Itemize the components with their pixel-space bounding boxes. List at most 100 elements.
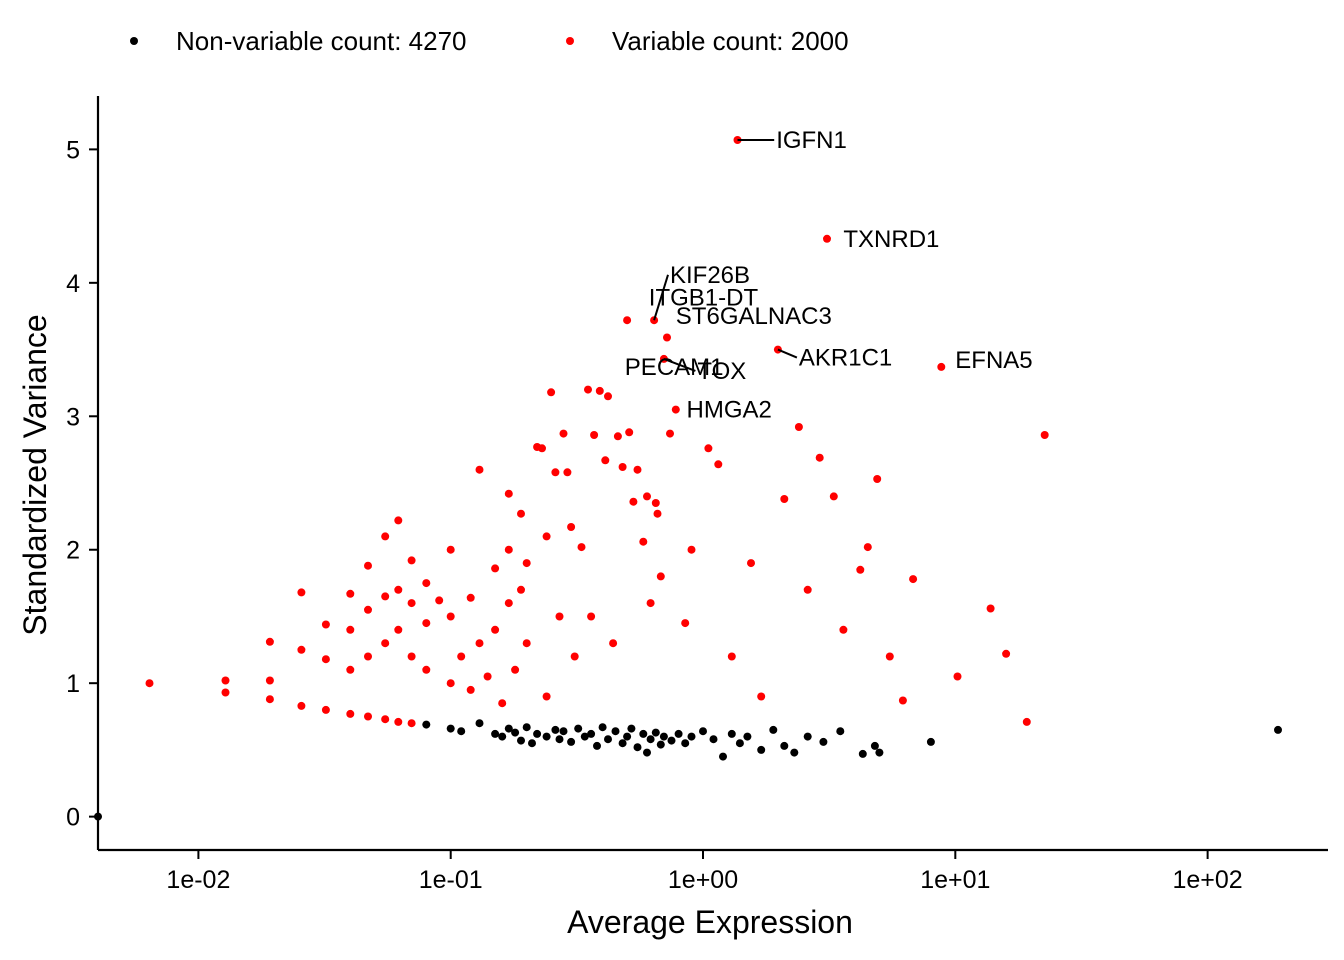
- data-point: [466, 593, 475, 602]
- data-point: [221, 676, 230, 685]
- data-point: [885, 652, 894, 661]
- data-point: [639, 729, 648, 738]
- data-point: [873, 475, 882, 483]
- y-axis-ticks: 0 1 2 3 4 5: [66, 136, 98, 832]
- series-0: [94, 719, 1282, 821]
- data-point: [394, 717, 403, 726]
- data-point: [643, 492, 651, 501]
- data-point: [709, 735, 718, 744]
- data-point: [522, 639, 531, 648]
- data-point: [407, 652, 416, 661]
- data-point: [790, 748, 799, 757]
- data-point: [381, 639, 390, 648]
- data-point: [517, 509, 525, 518]
- data-point: [858, 749, 867, 758]
- gene-label: PECAM1: [625, 354, 724, 381]
- data-point: [364, 652, 372, 661]
- data-point: [937, 362, 946, 371]
- data-point: [604, 735, 612, 744]
- data-point: [618, 463, 627, 471]
- data-point: [446, 679, 455, 688]
- data-point: [407, 599, 416, 608]
- data-point: [559, 727, 568, 736]
- data-point: [504, 489, 513, 498]
- data-point: [839, 625, 848, 634]
- data-point: [794, 423, 803, 431]
- data-point: [491, 729, 500, 738]
- data-point: [559, 429, 568, 438]
- data-point: [659, 732, 668, 741]
- legend-label-variable: Variable count: 2000: [612, 26, 849, 56]
- data-point: [346, 589, 355, 598]
- y-tick-label: 4: [66, 270, 80, 298]
- data-point: [926, 737, 935, 746]
- gene-label: KIF26B: [670, 262, 750, 289]
- data-point: [498, 699, 507, 708]
- data-point: [346, 665, 355, 674]
- data-point: [321, 705, 330, 714]
- data-point: [681, 619, 690, 628]
- gene-label: AKR1C1: [799, 345, 892, 372]
- data-point: [504, 724, 513, 733]
- data-point: [757, 692, 766, 701]
- gene-label: TOX: [697, 358, 746, 385]
- data-point: [297, 588, 306, 597]
- data-point: [221, 688, 230, 697]
- data-point: [446, 724, 455, 733]
- data-point: [769, 725, 778, 734]
- data-point: [953, 672, 962, 681]
- data-point: [491, 625, 500, 634]
- data-point: [681, 739, 690, 748]
- data-point: [656, 740, 665, 749]
- y-tick-label: 3: [66, 403, 80, 431]
- data-point: [528, 739, 536, 748]
- data-point: [819, 737, 828, 746]
- data-point: [517, 736, 525, 745]
- label-leader-line: [777, 348, 798, 359]
- data-point: [633, 743, 642, 752]
- x-tick-label: 1e+01: [920, 866, 990, 894]
- data-point: [639, 537, 648, 546]
- data-point: [687, 732, 696, 741]
- data-point: [517, 585, 525, 594]
- data-point: [651, 499, 660, 507]
- label-leader-line: [653, 274, 669, 321]
- data-point: [498, 732, 507, 741]
- data-point: [483, 672, 492, 681]
- data-point: [601, 456, 610, 465]
- data-point: [551, 725, 560, 734]
- data-point: [609, 639, 618, 648]
- gene-label: ST6GALNAC3: [676, 303, 832, 330]
- label-leader-line: [663, 357, 696, 372]
- data-point: [381, 532, 390, 541]
- data-point: [475, 719, 484, 728]
- data-point: [836, 727, 845, 736]
- data-point: [623, 732, 632, 741]
- data-point: [803, 585, 812, 594]
- data-point: [574, 724, 583, 733]
- data-point: [538, 444, 546, 453]
- gene-label: HMGA2: [687, 397, 772, 424]
- data-point: [623, 316, 632, 325]
- x-tick-label: 1e+02: [1173, 866, 1243, 894]
- data-point: [898, 696, 907, 705]
- data-point: [719, 752, 727, 761]
- data-point: [364, 561, 372, 570]
- data-point: [584, 385, 592, 394]
- data-point: [593, 741, 601, 750]
- data-point: [364, 712, 372, 721]
- data-point: [265, 637, 274, 646]
- data-point: [667, 736, 676, 745]
- data-point: [547, 388, 556, 397]
- gene-label: ITGB1-DT: [649, 285, 759, 312]
- data-point: [815, 453, 824, 462]
- data-point: [986, 604, 995, 613]
- data-point: [699, 727, 707, 736]
- data-point: [727, 729, 736, 738]
- data-point: [863, 543, 872, 552]
- data-point: [422, 720, 431, 729]
- data-point: [646, 599, 655, 608]
- gene-label: IGFN1: [776, 127, 847, 154]
